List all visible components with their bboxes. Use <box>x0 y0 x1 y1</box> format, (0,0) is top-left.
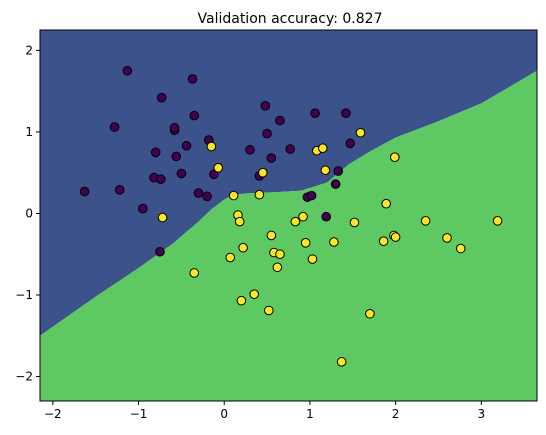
data-point-class-1 <box>238 242 248 253</box>
data-point-class-0 <box>156 92 167 103</box>
data-point-class-0 <box>310 108 320 118</box>
data-point-class-0 <box>155 246 165 257</box>
data-point-class-0 <box>202 191 212 202</box>
data-point-class-1 <box>492 216 503 226</box>
data-point-class-0 <box>156 174 166 185</box>
data-point-class-1 <box>355 127 366 138</box>
y-tick-label: 1 <box>25 125 33 139</box>
data-point-class-1 <box>390 232 401 242</box>
data-point-class-1 <box>300 238 311 248</box>
data-point-class-1 <box>290 216 301 227</box>
x-tick-label: 1 <box>306 407 314 421</box>
data-point-class-0 <box>262 128 272 139</box>
data-point-class-1 <box>213 163 224 173</box>
data-point-class-1 <box>272 262 283 273</box>
data-point-class-0 <box>193 188 204 198</box>
data-point-class-1 <box>329 237 339 247</box>
data-point-class-1 <box>257 167 268 178</box>
y-tick-label: −1 <box>15 288 33 302</box>
data-point-class-0 <box>187 74 198 84</box>
data-point-class-0 <box>333 166 344 176</box>
data-point-class-1 <box>420 216 431 226</box>
data-point-class-1 <box>275 249 285 260</box>
data-point-class-1 <box>234 216 245 227</box>
data-point-class-0 <box>285 144 296 154</box>
x-tick-label: −1 <box>130 407 148 421</box>
plot-frame <box>39 29 538 402</box>
data-point-class-1 <box>266 230 277 241</box>
data-point-class-0 <box>341 108 351 118</box>
data-point-class-0 <box>189 110 200 121</box>
data-point-class-1 <box>349 217 360 228</box>
data-point-class-1 <box>225 252 236 263</box>
data-point-class-1 <box>249 289 260 299</box>
chart-title: Validation accuracy: 0.827 <box>198 11 383 27</box>
data-point-class-0 <box>138 203 148 214</box>
x-tick-label: −2 <box>44 407 62 421</box>
data-point-class-1 <box>157 212 168 223</box>
data-point-class-0 <box>150 147 161 158</box>
data-point-class-1 <box>320 165 331 176</box>
data-point-class-1 <box>228 190 239 201</box>
data-point-class-0 <box>330 179 341 189</box>
x-tick-label: 3 <box>477 407 485 421</box>
y-tick-label: 0 <box>25 206 33 220</box>
data-point-class-0 <box>209 169 219 180</box>
data-point-class-1 <box>307 254 318 264</box>
data-point-class-1 <box>263 305 274 316</box>
data-point-class-1 <box>189 268 200 278</box>
data-point-class-1 <box>389 152 400 162</box>
x-tick-label: 0 <box>220 407 228 421</box>
x-tick-label: 2 <box>392 407 400 421</box>
data-point-class-1 <box>455 243 466 254</box>
data-point-class-0 <box>171 151 182 162</box>
data-point-class-0 <box>181 140 192 151</box>
data-point-class-0 <box>122 65 133 76</box>
data-point-class-1 <box>298 211 308 222</box>
data-point-class-0 <box>275 115 285 126</box>
y-tick-label: 2 <box>25 43 33 57</box>
data-point-class-1 <box>254 189 265 200</box>
data-point-class-0 <box>266 153 277 163</box>
data-point-class-1 <box>336 357 347 367</box>
data-point-class-0 <box>260 101 271 111</box>
data-point-class-0 <box>321 211 332 222</box>
data-point-class-0 <box>169 123 180 133</box>
data-point-class-0 <box>176 168 187 179</box>
data-point-class-1 <box>442 233 452 243</box>
decision-region-class-1 <box>40 70 537 401</box>
y-axis: −2 −1 0 1 2 <box>15 43 40 384</box>
data-point-class-1 <box>206 141 217 152</box>
x-axis: −2 −1 0 1 2 3 <box>44 401 485 421</box>
data-point-class-0 <box>245 145 255 155</box>
data-points <box>79 65 503 367</box>
data-point-class-0 <box>345 138 355 149</box>
data-point-class-0 <box>79 186 90 197</box>
data-point-class-1 <box>381 198 391 209</box>
data-point-class-0 <box>306 190 317 201</box>
plot-area <box>40 30 537 401</box>
data-point-class-1 <box>317 143 328 154</box>
data-point-class-0 <box>109 122 120 132</box>
y-tick-label: −2 <box>15 370 33 384</box>
data-point-class-1 <box>236 295 247 306</box>
data-point-class-1 <box>378 236 389 246</box>
data-point-class-1 <box>365 308 375 319</box>
decision-region-class-0 <box>40 30 537 336</box>
data-point-class-0 <box>114 185 125 195</box>
